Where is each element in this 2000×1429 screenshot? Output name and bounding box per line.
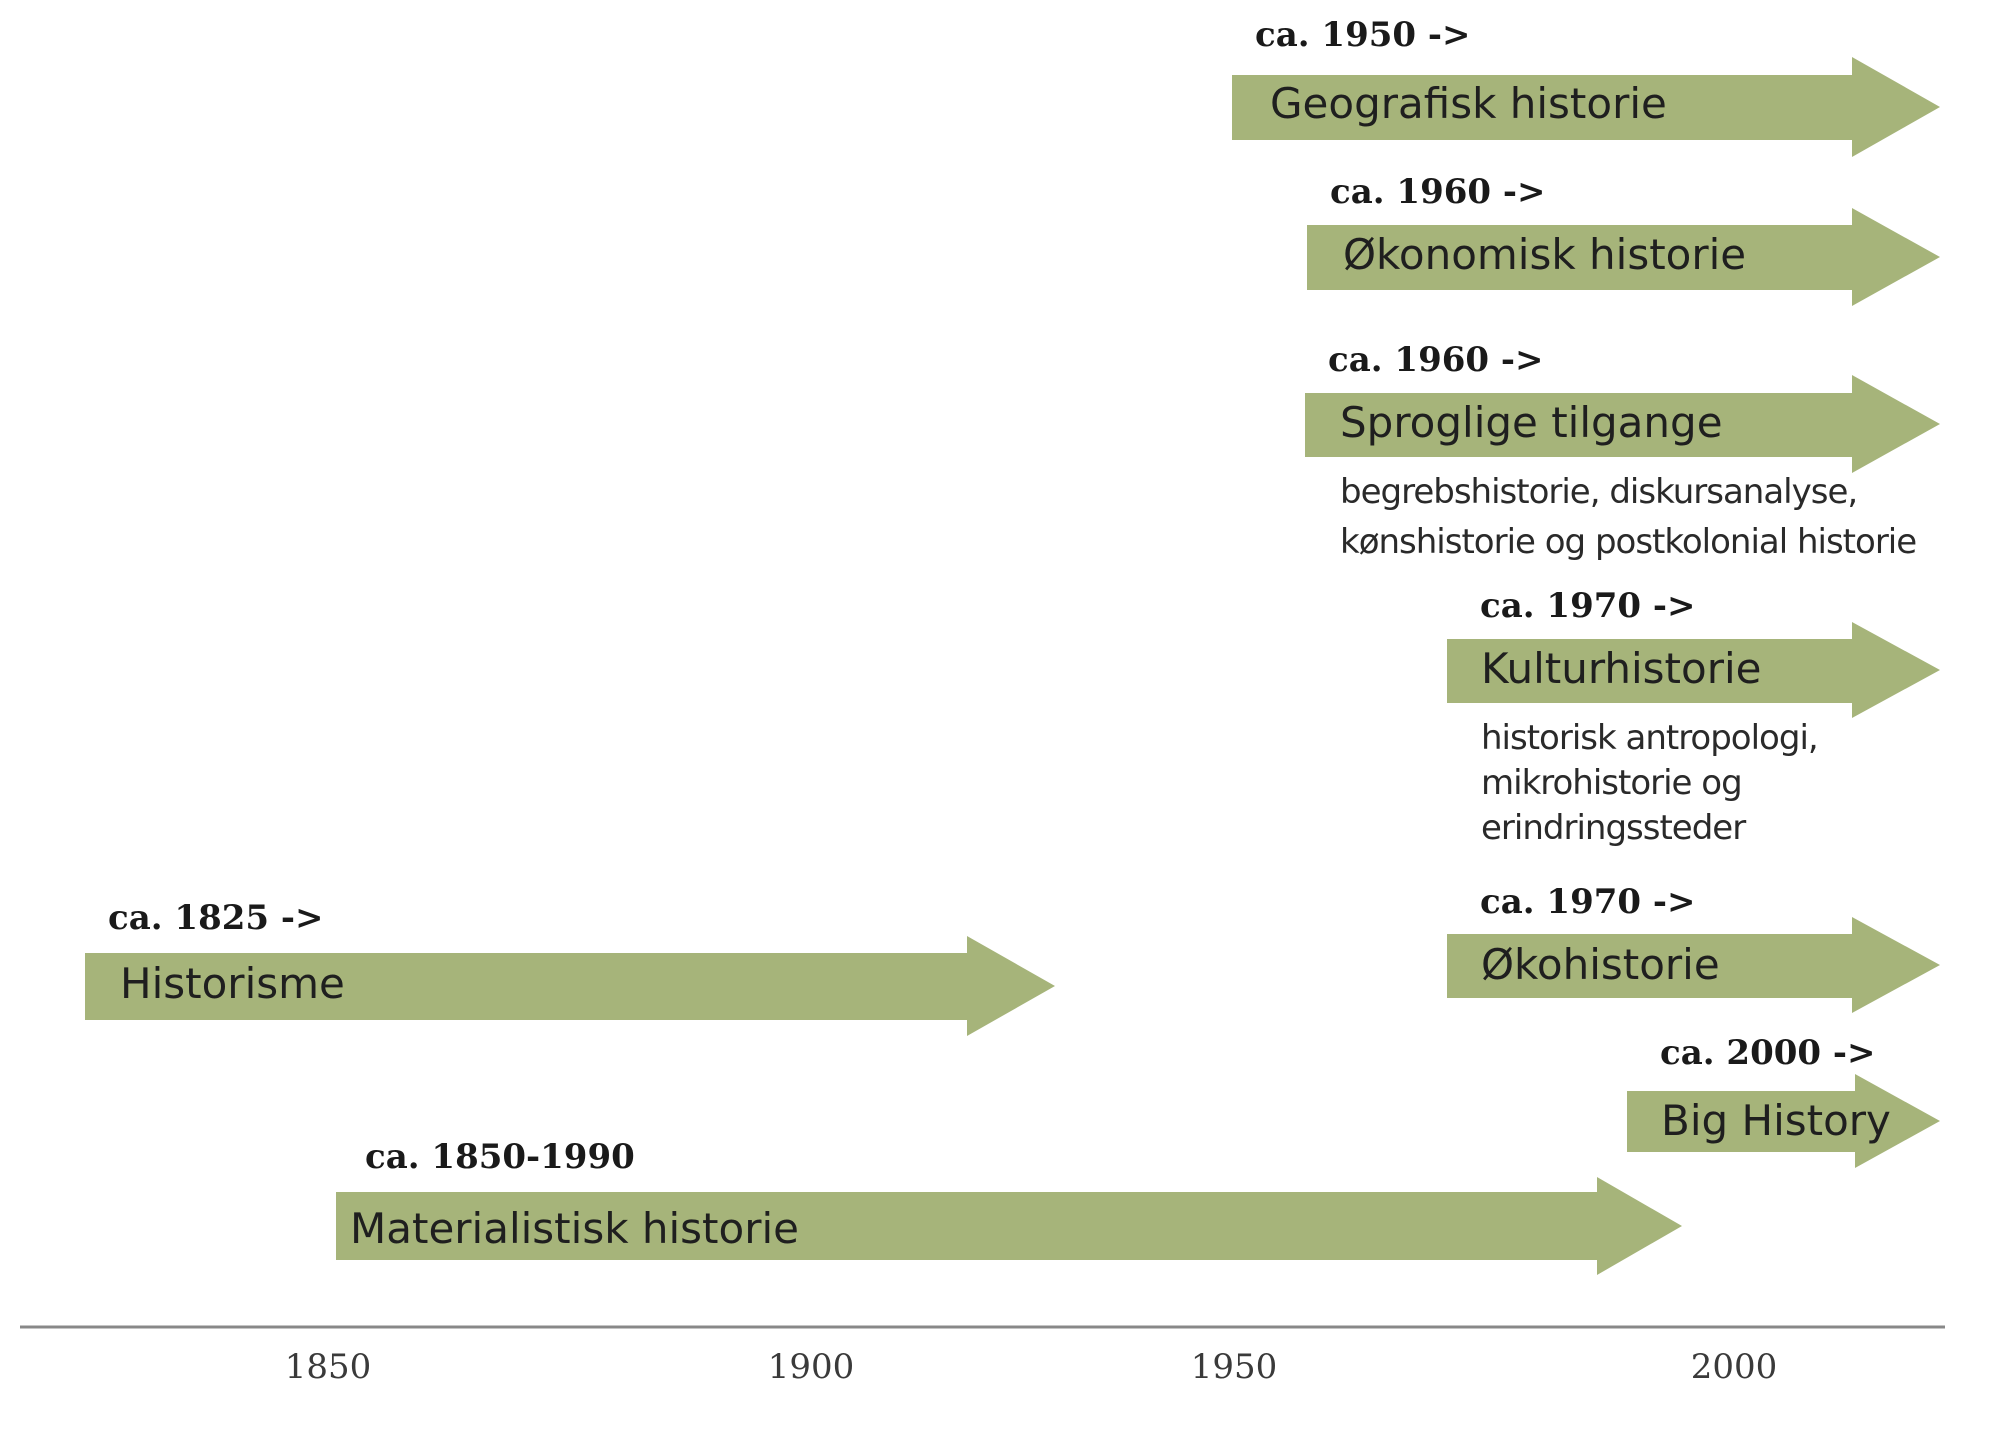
arrow-sproglige <box>1305 375 1940 473</box>
tick-label-2000: 2000 <box>1691 1347 1778 1387</box>
subtext-kultur-line-1: historisk antropologi, <box>1481 718 1818 758</box>
arrow-materialistisk <box>336 1177 1682 1275</box>
period-label-materialistisk: ca. 1850-1990 <box>365 1137 635 1177</box>
tick-label-1950: 1950 <box>1191 1347 1278 1387</box>
period-label-geografisk: ca. 1950 -> <box>1255 15 1470 55</box>
arrow-label-materialistisk: Materialistisk historie <box>350 1204 799 1253</box>
arrow-kultur <box>1447 622 1940 718</box>
arrow-geografisk <box>1232 57 1940 157</box>
stream-bighistory: ca. 2000 -> Big History <box>1627 1033 1940 1168</box>
subtext-kultur-line-3: erindringssteder <box>1481 808 1746 848</box>
arrow-bighistory <box>1627 1074 1940 1168</box>
subtext-kultur-line-2: mikrohistorie og <box>1481 763 1742 803</box>
stream-kultur: ca. 1970 -> Kulturhistorie historisk ant… <box>1447 586 1940 848</box>
subtext-sproglige-line-2: kønshistorie og postkolonial historie <box>1340 522 1916 562</box>
period-label-oko: ca. 1970 -> <box>1480 882 1695 922</box>
arrow-label-geografisk: Geografisk historie <box>1270 79 1667 128</box>
arrow-label-sproglige: Sproglige tilgange <box>1340 398 1723 447</box>
arrow-label-oko: Økohistorie <box>1481 940 1720 989</box>
stream-okonomisk: ca. 1960 -> Økonomisk historie <box>1307 172 1940 306</box>
subtext-sproglige-line-1: begrebshistorie, diskursanalyse, <box>1340 472 1857 512</box>
stream-geografisk: ca. 1950 -> Geografisk historie <box>1232 15 1940 157</box>
stream-sproglige: ca. 1960 -> Sproglige tilgange begrebshi… <box>1305 340 1940 562</box>
stream-oko: ca. 1970 -> Økohistorie <box>1447 882 1940 1013</box>
period-label-historisme: ca. 1825 -> <box>108 898 323 938</box>
arrow-label-bighistory: Big History <box>1661 1096 1891 1145</box>
arrow-historisme <box>85 936 1055 1036</box>
period-label-okonomisk: ca. 1960 -> <box>1330 172 1545 212</box>
stream-materialistisk: ca. 1850-1990 Materialistisk historie <box>336 1137 1682 1275</box>
stream-historisme: ca. 1825 -> Historisme <box>85 898 1055 1036</box>
period-label-sproglige: ca. 1960 -> <box>1328 340 1543 380</box>
period-label-bighistory: ca. 2000 -> <box>1660 1033 1875 1073</box>
tick-label-1850: 1850 <box>285 1347 372 1387</box>
arrow-label-kultur: Kulturhistorie <box>1481 644 1761 693</box>
period-label-kultur: ca. 1970 -> <box>1480 586 1695 626</box>
arrow-label-okonomisk: Økonomisk historie <box>1343 230 1746 279</box>
tick-label-1900: 1900 <box>768 1347 855 1387</box>
time-axis: 1850 1900 1950 2000 <box>20 1325 1945 1387</box>
arrow-oko <box>1447 917 1940 1013</box>
arrow-label-historisme: Historisme <box>120 959 345 1008</box>
arrow-okonomisk <box>1307 208 1940 306</box>
